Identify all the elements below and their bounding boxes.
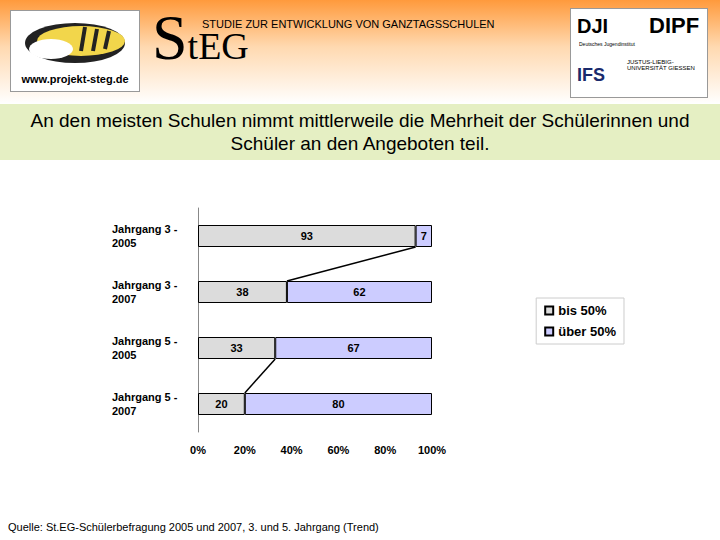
svg-text:80%: 80% <box>374 444 396 456</box>
svg-text:33: 33 <box>230 342 242 354</box>
html-text:StEG: StEG <box>152 2 249 73</box>
html-text:DIPF: DIPF <box>649 13 700 38</box>
svg-text:20%: 20% <box>234 444 256 456</box>
svg-text:bis 50%: bis 50% <box>558 303 607 318</box>
html-text:STUDIE ZUR ENTWICKLUNG VON GAN: STUDIE ZUR ENTWICKLUNG VON GANZTAGSSCHUL… <box>202 18 495 30</box>
svg-text:über 50%: über 50% <box>558 324 616 339</box>
svg-text:100%: 100% <box>418 444 446 456</box>
html-text:IFS: IFS <box>577 65 605 85</box>
svg-text:38: 38 <box>236 286 248 298</box>
svg-text:7: 7 <box>421 230 427 242</box>
svg-text:2005: 2005 <box>112 237 136 249</box>
svg-text:62: 62 <box>353 286 365 298</box>
svg-text:Jahrgang 5 -: Jahrgang 5 - <box>112 391 178 403</box>
svg-text:2007: 2007 <box>112 293 136 305</box>
svg-text:Jahrgang 5 -: Jahrgang 5 - <box>112 335 178 347</box>
svg-text:67: 67 <box>347 342 359 354</box>
html-text:JUSTUS-LIEBIG-UNIVERSITÄT GIES: JUSTUS-LIEBIG-UNIVERSITÄT GIESSEN <box>627 59 695 71</box>
svg-text:60%: 60% <box>327 444 349 456</box>
svg-text:40%: 40% <box>281 444 303 456</box>
html-text:www.projekt-steg.de: www.projekt-steg.de <box>21 73 129 85</box>
svg-text:80: 80 <box>332 398 344 410</box>
svg-text:Jahrgang 3 -: Jahrgang 3 - <box>112 279 178 291</box>
svg-text:20: 20 <box>215 398 227 410</box>
html-text:An den meisten Schulen nimmt m: An den meisten Schulen nimmt mittlerweil… <box>30 110 690 154</box>
svg-text:Jahrgang 3 -: Jahrgang 3 - <box>112 223 178 235</box>
svg-text:0%: 0% <box>190 444 206 456</box>
svg-text:2005: 2005 <box>112 349 136 361</box>
html-text:Deutsches Jugendinstitut: Deutsches Jugendinstitut <box>579 41 635 47</box>
svg-text:93: 93 <box>301 230 313 242</box>
html-text:DJI: DJI <box>577 15 609 37</box>
html-text:Quelle: St.EG-Schülerbefragung: Quelle: St.EG-Schülerbefragung 2005 und … <box>8 521 379 533</box>
svg-text:2007: 2007 <box>112 405 136 417</box>
